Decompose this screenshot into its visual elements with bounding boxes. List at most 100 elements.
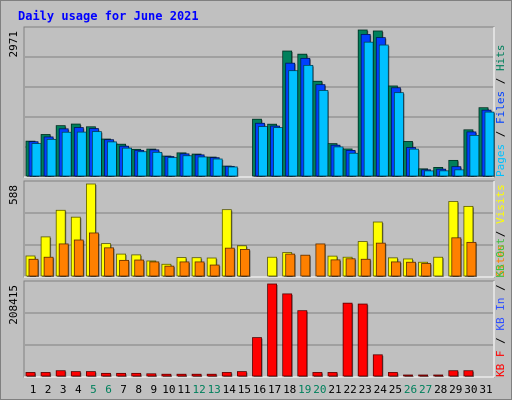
bar-kb-f-day-3 — [55, 370, 66, 377]
x-tick-label: 22 — [343, 383, 356, 396]
x-tick-label: 18 — [283, 383, 296, 396]
bar-kb-f-day-5 — [86, 371, 96, 377]
bar-pages-day-26 — [409, 148, 419, 177]
panel-visits-sites: 588 Sites / Visits — [7, 180, 507, 278]
bar-pages-day-17 — [273, 127, 284, 177]
bar-kb-f-day-20 — [312, 372, 323, 377]
x-tick-label: 24 — [374, 383, 388, 396]
bar-pages-day-25 — [393, 92, 404, 177]
bar-sites-day-1 — [28, 258, 39, 277]
bar-pages-day-9 — [152, 151, 163, 177]
bar-sites-day-29 — [451, 237, 462, 277]
x-tick-label: 10 — [162, 383, 175, 396]
bar-kb-f-day-19 — [297, 310, 308, 377]
x-tick-label: 9 — [150, 383, 157, 396]
x-tick-label: 25 — [389, 383, 402, 396]
bar-sites-day-3 — [58, 243, 69, 277]
x-tick-label: 1 — [30, 383, 37, 396]
bar-kb-f-day-14 — [221, 372, 232, 377]
x-tick-label: 30 — [464, 383, 477, 396]
bar-sites-day-30 — [466, 241, 477, 277]
bar-kb-f-day-27 — [418, 374, 429, 377]
legend-entry: KB F — [494, 351, 507, 378]
legend-entry: Visits — [494, 184, 507, 224]
legend-kbf: KB F / KB In / KB Out — [494, 238, 507, 377]
legend-entry: Pages — [494, 144, 507, 177]
x-tick-label: 5 — [90, 383, 97, 396]
x-tick-label: 2 — [45, 383, 52, 396]
legend-hits-files-pages: Pages / Files / Hits — [494, 45, 507, 178]
x-tick-label: 26 — [404, 383, 417, 396]
bar-pages-day-27 — [424, 170, 435, 177]
bar-kb-f-day-15 — [236, 371, 247, 377]
bar-sites-day-12 — [194, 261, 205, 277]
x-tick-label: 3 — [60, 383, 67, 396]
bar-shadow — [404, 376, 414, 377]
bar-pages-day-21 — [333, 146, 344, 177]
bar-pages-day-19 — [303, 64, 314, 177]
x-tick-label: 7 — [120, 383, 127, 396]
y-axis-max-label: 588 — [7, 185, 20, 205]
x-tick-label: 28 — [434, 383, 447, 396]
bar-sites-day-6 — [104, 247, 114, 277]
y-axis-max-label: 208415 — [7, 285, 20, 325]
legend-entry: KB In — [494, 298, 507, 331]
bar-kb-f-day-11 — [176, 373, 187, 377]
x-tick-label: 16 — [253, 383, 266, 396]
bar-pages-day-16 — [258, 126, 268, 177]
legend-entry: Hits — [494, 45, 507, 72]
x-tick-label: 4 — [75, 383, 82, 396]
x-tick-label: 13 — [208, 383, 221, 396]
bar-pages-day-12 — [197, 156, 208, 177]
bar-kb-f-day-25 — [387, 372, 398, 377]
x-tick-label: 8 — [135, 383, 142, 396]
bar-kb-f-day-10 — [161, 373, 172, 377]
legend-entry: / — [494, 278, 507, 298]
bar-kb-f-day-2 — [40, 372, 51, 377]
bar-sites-day-27 — [421, 263, 432, 277]
bar-shadow — [434, 376, 444, 377]
x-tick-label: 20 — [313, 383, 326, 396]
bar-sites-day-25 — [390, 261, 401, 277]
bar-pages-day-14 — [227, 166, 238, 177]
bar-pages-day-30 — [469, 135, 480, 177]
bar-kb-f-day-30 — [463, 370, 474, 377]
bar-sites-day-10 — [164, 265, 175, 277]
legend-entry: / — [494, 331, 507, 351]
bar-sites-day-22 — [345, 258, 356, 277]
bar-pages-day-4 — [76, 131, 87, 177]
bar-pages-day-24 — [378, 44, 389, 177]
bar-kb-f-day-8 — [131, 372, 142, 377]
legend-entry: / — [494, 71, 507, 91]
legend-entry: Sites — [494, 244, 507, 277]
bar-kb-f-day-28 — [433, 374, 444, 377]
bar-sites-day-9 — [149, 261, 160, 277]
bar-kb-f-day-4 — [70, 371, 81, 377]
bar-pages-day-22 — [348, 152, 359, 177]
legend-visits-sites: Sites / Visits — [494, 184, 507, 277]
x-tick-label: 23 — [359, 383, 372, 396]
x-tick-label: 31 — [479, 383, 492, 396]
bar-pages-day-20 — [318, 90, 329, 177]
bar-sites-day-11 — [179, 261, 190, 277]
bar-kb-f-day-24 — [372, 354, 383, 377]
bar-kb-f-day-29 — [448, 370, 459, 377]
bar-kb-f-day-12 — [191, 373, 202, 377]
bar-sites-day-21 — [330, 259, 341, 277]
legend-entry: / — [494, 224, 507, 244]
bar-kb-f-day-23 — [357, 303, 368, 377]
bar-pages-day-5 — [92, 131, 102, 177]
bar-sites-day-5 — [89, 232, 99, 277]
bar-pages-day-8 — [137, 151, 148, 177]
legend-entry: Files — [494, 91, 507, 124]
bar-sites-day-15 — [239, 249, 250, 277]
bar-pages-day-11 — [182, 155, 193, 177]
chart-title: Daily usage for June 2021 — [18, 9, 199, 23]
bar-sites-day-26 — [406, 261, 416, 277]
bar-pages-day-13 — [212, 158, 223, 177]
bar-sites-day-18 — [285, 253, 296, 277]
x-tick-label: 6 — [105, 383, 112, 396]
bar-kb-f-day-13 — [206, 373, 217, 377]
bar-pages-day-3 — [61, 131, 72, 177]
x-tick-label: 27 — [419, 383, 432, 396]
